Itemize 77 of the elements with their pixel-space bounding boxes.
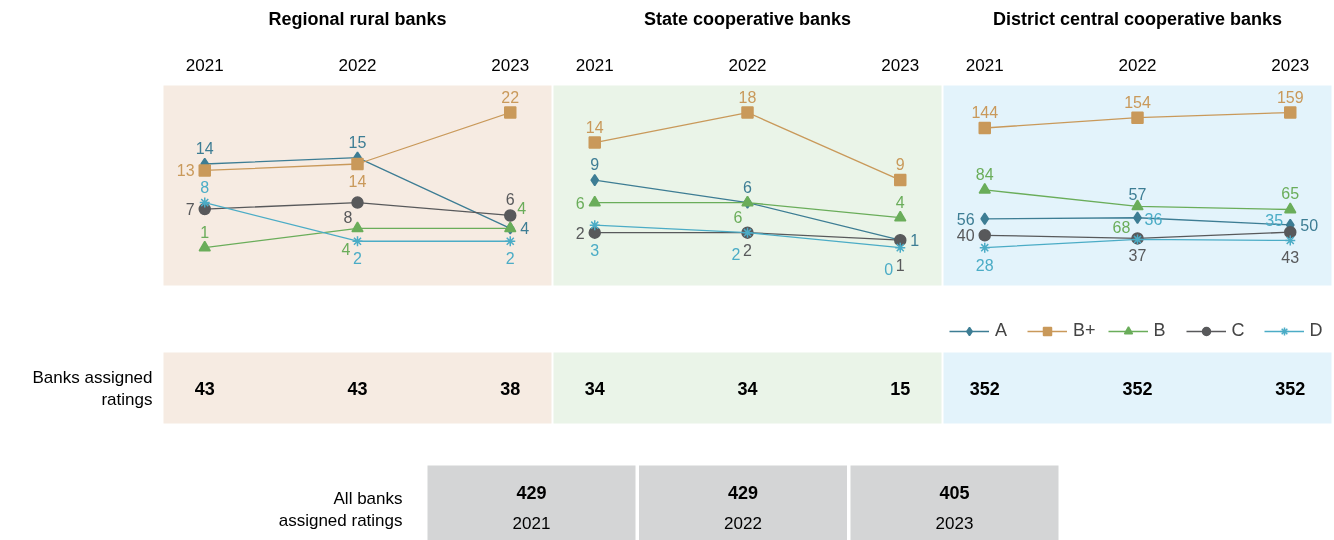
- data-label: 22: [501, 88, 520, 106]
- x-tick-label: 2022: [338, 55, 377, 75]
- data-label: 13: [176, 162, 195, 180]
- x-tick-label: 2021: [965, 55, 1004, 75]
- data-label: 0: [884, 260, 894, 278]
- text: 15: [890, 379, 911, 399]
- data-label: 65: [1281, 185, 1300, 203]
- data-label: 56: [956, 210, 975, 228]
- data-label: 4: [520, 220, 530, 238]
- data-label: 2: [505, 250, 515, 268]
- text: Banks assigned ratings: [32, 367, 153, 410]
- data-label: 18: [738, 88, 757, 106]
- data-label: 1: [895, 257, 905, 275]
- data-label: 2: [731, 245, 741, 263]
- data-label: 4: [895, 193, 905, 211]
- data-label: 37: [1128, 247, 1147, 265]
- data-label: 15: [348, 133, 367, 151]
- data-label: 6: [743, 178, 753, 196]
- text: 43: [347, 379, 368, 399]
- data-label: 8: [343, 208, 353, 226]
- x-tick-label: 2023: [1271, 55, 1310, 75]
- x-tick-label: 2022: [728, 55, 767, 75]
- text: 38: [500, 379, 521, 399]
- text: 352: [1122, 379, 1153, 399]
- data-label: 429: [727, 483, 759, 503]
- x-tick-label: 2021: [185, 55, 224, 75]
- chart-title: Regional rural banks: [268, 8, 447, 29]
- data-label: 4: [517, 200, 527, 218]
- data-label: 9: [590, 156, 600, 174]
- data-label: 429: [516, 483, 547, 503]
- data-label: 28: [975, 256, 994, 274]
- text: All banks assigned ratings: [278, 488, 403, 531]
- data-label: 43: [1281, 249, 1300, 267]
- data-label: 14: [348, 173, 367, 191]
- data-label: 3: [590, 242, 600, 260]
- chart-title: State cooperative banks: [643, 8, 852, 29]
- x-tick-label: 2023: [491, 55, 530, 75]
- category-label: 2023: [935, 513, 974, 533]
- data-label: 1: [910, 232, 920, 250]
- data-label: 144: [971, 104, 999, 121]
- data-label: 7: [185, 201, 195, 219]
- data-label: 4: [341, 241, 351, 259]
- text: 34: [737, 379, 758, 399]
- text: 352: [969, 379, 1000, 399]
- data-label: 14: [195, 140, 214, 158]
- legend-label: D: [1309, 320, 1324, 341]
- legend-label: C: [1231, 320, 1246, 341]
- x-tick-label: 2023: [881, 55, 920, 75]
- data-label: 6: [575, 194, 585, 212]
- text: 43: [194, 379, 215, 399]
- data-label: 405: [939, 483, 970, 503]
- data-label: 8: [200, 178, 210, 196]
- data-label: 154: [1124, 93, 1151, 111]
- legend-label: B+: [1073, 320, 1096, 341]
- data-label: 2: [575, 224, 585, 242]
- category-label: 2021: [512, 513, 551, 533]
- data-label: 14: [585, 118, 604, 136]
- data-label: 159: [1276, 88, 1304, 106]
- text: 34: [584, 379, 605, 399]
- data-label: 68: [1112, 219, 1131, 237]
- category-label: 2022: [724, 513, 762, 533]
- data-label: 2: [353, 250, 363, 268]
- data-label: 50: [1300, 216, 1319, 234]
- data-label: 6: [733, 208, 743, 226]
- data-label: 6: [505, 191, 515, 209]
- data-label: 1: [200, 223, 210, 241]
- x-tick-label: 2021: [575, 55, 614, 75]
- text: 352: [1275, 379, 1306, 399]
- legend-label: B: [1153, 320, 1167, 341]
- data-label: 57: [1128, 185, 1147, 203]
- data-label: 84: [975, 165, 994, 183]
- data-label: 2: [743, 241, 753, 259]
- data-label: 40: [956, 227, 975, 245]
- legend-label: A: [995, 320, 1008, 341]
- chart-title: District central cooperative banks: [992, 8, 1283, 29]
- x-tick-label: 2022: [1118, 55, 1157, 75]
- data-label: 9: [895, 156, 905, 174]
